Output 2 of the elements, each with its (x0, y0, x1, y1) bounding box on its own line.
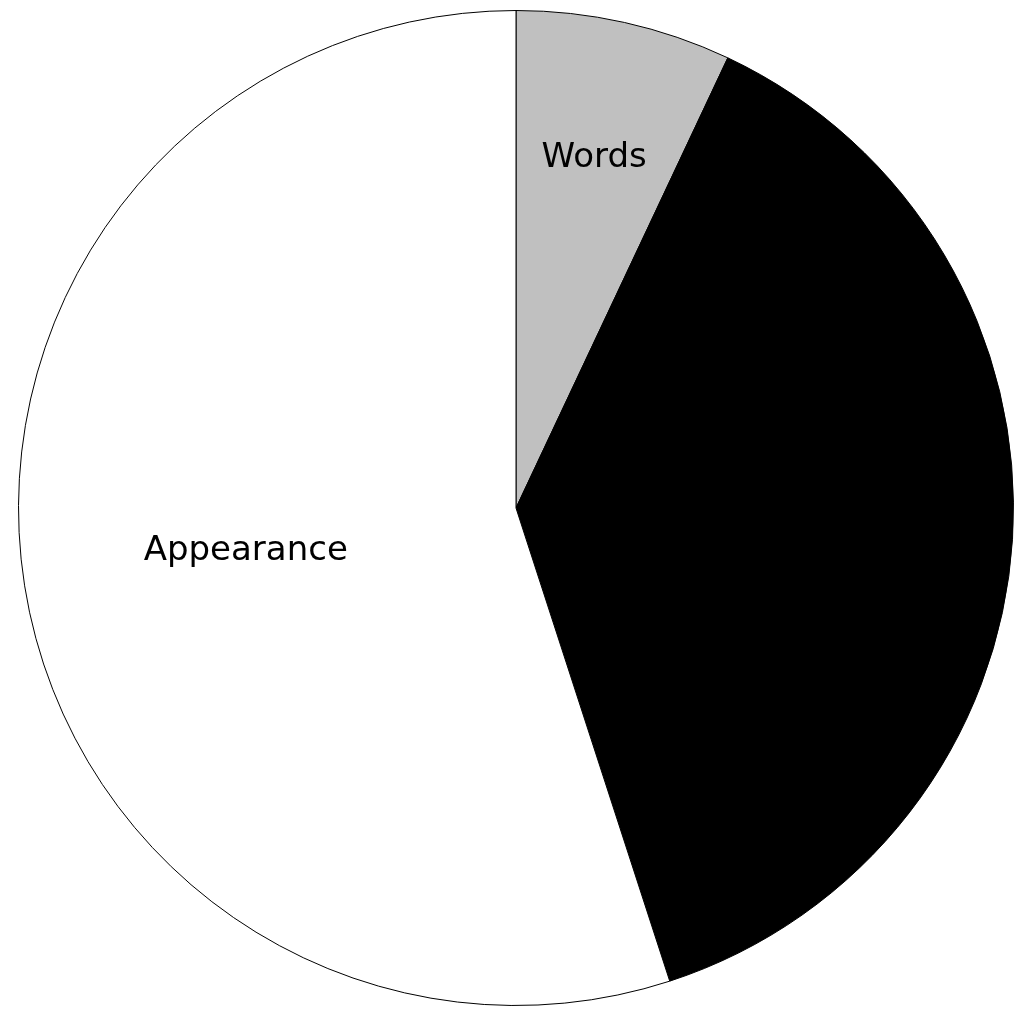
slice-label: Words (541, 135, 647, 176)
slice-label: Appearance (143, 527, 348, 568)
